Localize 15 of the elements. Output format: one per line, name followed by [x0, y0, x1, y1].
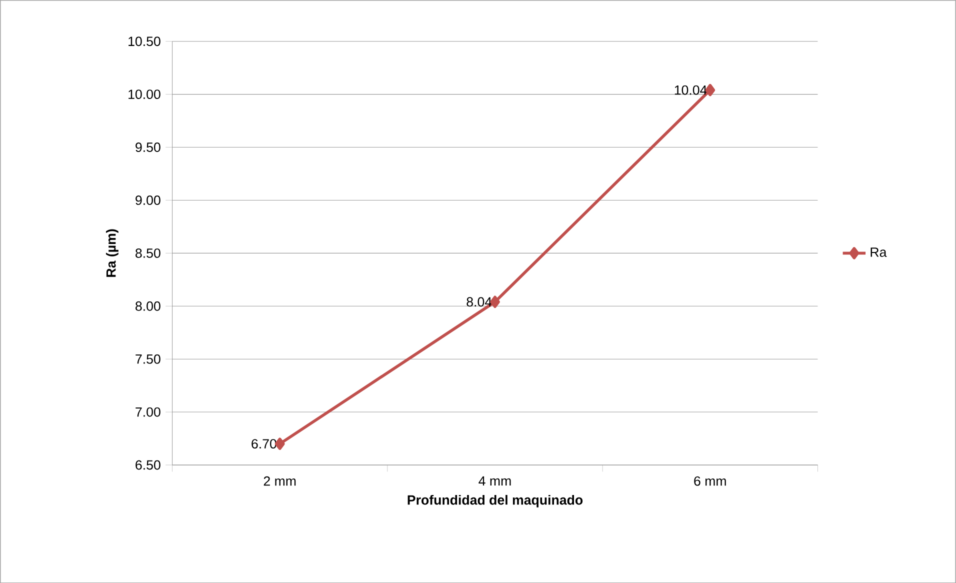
- legend-label: Ra: [870, 247, 887, 257]
- y-tick-label: 7.00: [136, 407, 160, 417]
- x-axis-title: Profundidad del maquinado: [408, 494, 583, 508]
- x-tick-label: 4 mm: [478, 476, 511, 486]
- y-tick-label: 9.50: [136, 142, 160, 152]
- y-tick-label: 8.00: [136, 301, 160, 311]
- y-axis-title: Ra (µm): [106, 229, 118, 277]
- x-tick-label: 6 mm: [694, 476, 726, 486]
- y-tick-label: 9.00: [136, 195, 160, 205]
- y-tick-label: 6.50: [136, 460, 160, 470]
- y-tick-label: 10.00: [128, 89, 160, 99]
- x-tick-label: 2 mm: [264, 476, 296, 486]
- y-tick-label: 10.50: [128, 36, 160, 46]
- y-tick-label: 8.50: [136, 248, 160, 258]
- y-tick-label: 7.50: [136, 354, 160, 364]
